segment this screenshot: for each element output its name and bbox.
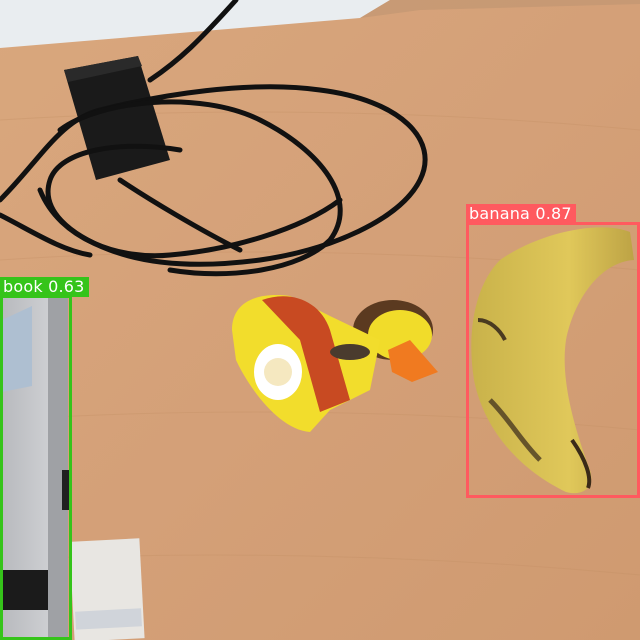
rubber-duck — [232, 295, 438, 432]
detection-box-book — [0, 295, 72, 640]
detection-label-banana: banana 0.87 — [466, 204, 576, 224]
cables — [0, 0, 428, 277]
wall-shadow — [360, 0, 640, 18]
wall — [0, 0, 390, 48]
detection-box-banana — [466, 222, 640, 498]
card — [69, 538, 145, 640]
detection-label-book: book 0.63 — [0, 277, 89, 297]
laptop — [0, 296, 70, 640]
banana — [471, 227, 634, 494]
